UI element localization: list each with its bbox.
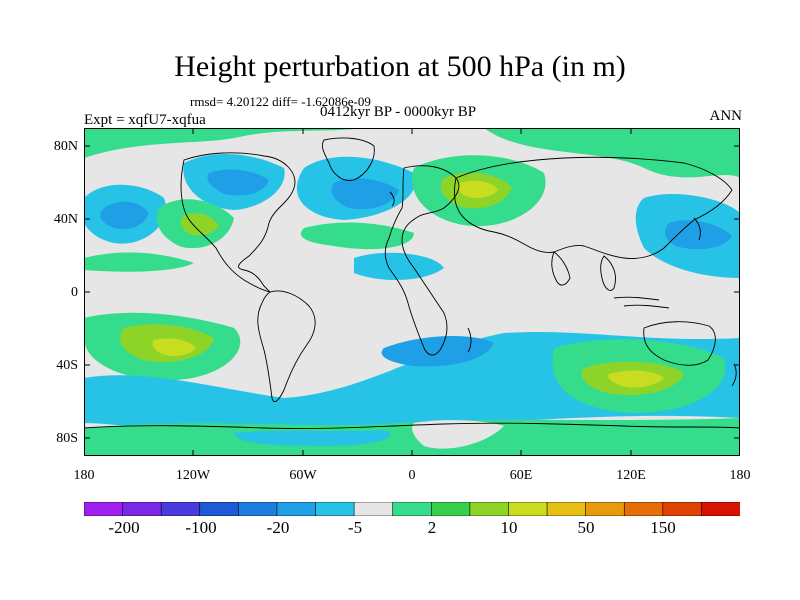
colorbar-label-6: 10	[500, 518, 518, 537]
field-nwpac-low-inner	[664, 220, 732, 250]
season-label: ANN	[709, 108, 743, 124]
field-antarctic-gap	[412, 420, 504, 449]
field-atl-low-inner	[331, 178, 399, 210]
colorbar-label-2: -100	[185, 518, 217, 537]
colorbar-swatch	[353, 502, 394, 516]
lon-label-180w: 180	[73, 468, 95, 483]
colorbar-swatch	[199, 502, 240, 516]
stats-line: rmsd= 4.20122 diff= -1.62086e-09	[190, 94, 371, 109]
lon-label-60e: 60E	[509, 468, 533, 483]
axis-ticks	[84, 128, 740, 456]
lon-label-180e: 180	[729, 468, 751, 483]
colorbar-swatch	[546, 502, 587, 516]
colorbar-label-5: 2	[427, 518, 437, 537]
colorbar-swatch	[238, 502, 278, 516]
colorbar-swatch	[508, 502, 548, 516]
experiment-label: Expt = xqfU7-xqfua	[84, 112, 206, 128]
field-so-blue-inner	[381, 336, 494, 367]
colorbar-swatch	[84, 502, 124, 516]
colorbar-swatch	[160, 502, 201, 516]
colorbar-swatch	[122, 502, 162, 516]
field-sio-high-peak	[608, 370, 664, 388]
colorbar-label-8: 150	[650, 518, 676, 537]
colorbar-swatch	[430, 502, 471, 516]
lon-label-120w: 120W	[175, 468, 211, 483]
colorbar-swatch	[585, 502, 626, 516]
colorbar-label-1: -200	[108, 518, 140, 537]
field-n-green	[84, 128, 740, 178]
colorbar-swatch	[701, 502, 740, 516]
period-label: 0412kyr BP - 0000kyr BP	[320, 104, 477, 120]
field-nafrica-green	[300, 222, 414, 250]
lat-label-40n: 40N	[53, 212, 78, 227]
plot-title: Height perturbation at 500 hPa (in m)	[174, 50, 626, 83]
field-canada-low-inner	[207, 169, 269, 196]
lat-label-40s: 40S	[56, 358, 78, 373]
colorbar-swatch	[276, 502, 317, 516]
lat-label-0: 0	[71, 285, 78, 300]
colorbar-label-4: -5	[347, 518, 363, 537]
field-antarctic-cyan	[234, 430, 391, 446]
field-tropic-green-n	[84, 252, 194, 272]
colorbar-swatch	[315, 502, 355, 516]
field-sepac-high-peak	[152, 338, 196, 356]
lon-label-120e: 120E	[616, 468, 646, 483]
colorbar	[84, 502, 740, 516]
lon-label-60w: 60W	[289, 468, 317, 483]
field-eurasia-high-peak	[457, 180, 498, 198]
map-panel	[84, 128, 740, 456]
colorbar-swatch	[662, 502, 703, 516]
colorbar-swatch	[392, 502, 433, 516]
field-tropic-low	[354, 252, 444, 280]
field-nam-high-core	[180, 213, 219, 236]
field-npac-low-inner	[100, 201, 149, 230]
coastlines	[84, 137, 740, 429]
colorbar-swatch	[623, 502, 664, 516]
colorbar-label-3: -20	[266, 518, 290, 537]
lat-label-80s: 80S	[56, 431, 78, 446]
colorbar-swatch	[469, 502, 510, 516]
lat-label-80n: 80N	[53, 139, 78, 154]
colorbar-label-7: 50	[577, 518, 595, 537]
lon-label-0: 0	[408, 468, 416, 483]
